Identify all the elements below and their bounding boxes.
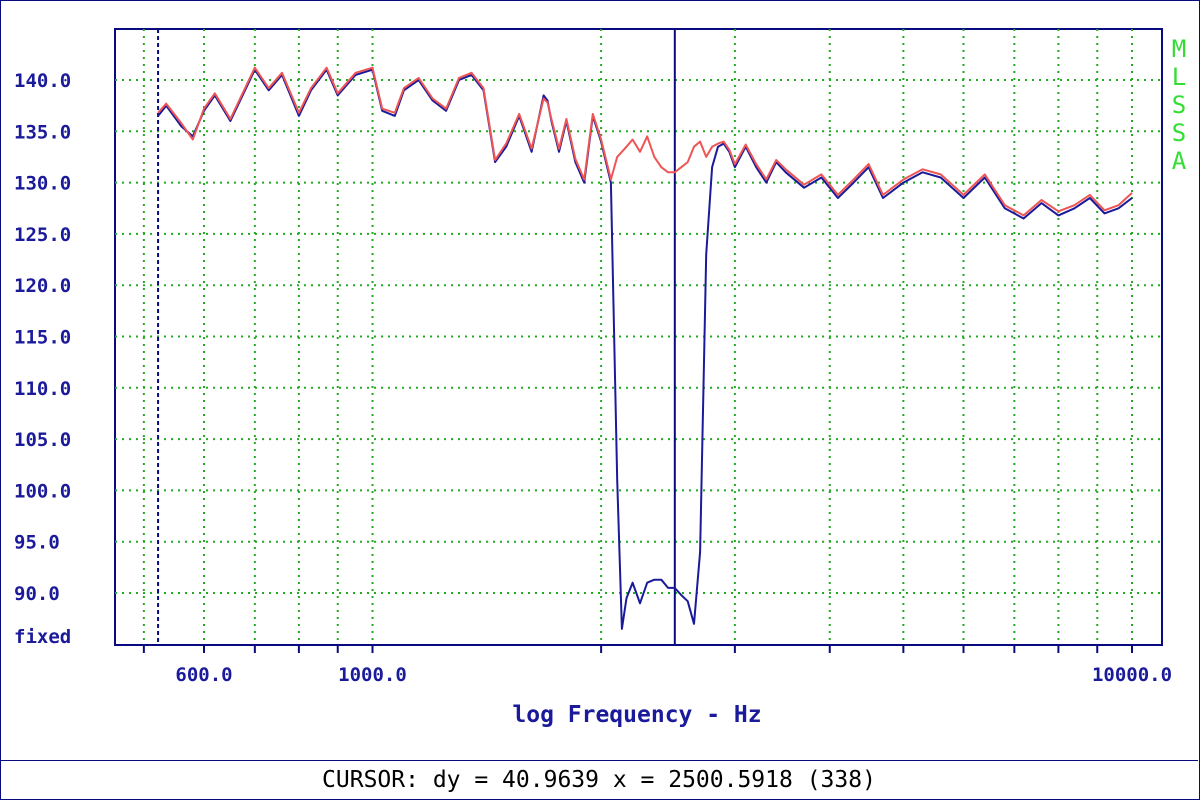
- y-axis-ticks: 140.0 135.0 130.0 125.0 120.0 115.0 110.0 105.0…: [14, 70, 71, 605]
- x-tick-label: 10000.0: [1092, 664, 1172, 686]
- y-axis-bottom-label: fixed: [14, 626, 71, 648]
- status-bar: CURSOR: dy = 40.9639 x = 2500.5918 (338): [0, 760, 1198, 799]
- frequency-response-chart: 140.0 135.0 130.0 125.0 120.0 115.0 110.0 105.0…: [14, 28, 1187, 728]
- x-tick-label: 1000.0: [338, 664, 407, 686]
- y-tick-label: 135.0: [14, 121, 71, 143]
- grid: [115, 29, 1162, 653]
- y-tick-label: 140.0: [14, 70, 71, 92]
- x-axis-label: log Frequency - Hz: [512, 702, 761, 728]
- y-tick-label: 105.0: [14, 429, 71, 451]
- series-layer: [157, 66, 1133, 630]
- series-line-blue: [157, 68, 1133, 630]
- series-line-red: [157, 66, 1133, 217]
- mode-letter: S: [1172, 119, 1186, 147]
- cursor-lines: [157, 29, 676, 645]
- y-tick-label: 90.0: [14, 583, 60, 605]
- cursor-readout: CURSOR: dy = 40.9639 x = 2500.5918 (338): [322, 767, 876, 793]
- y-tick-label: 110.0: [14, 378, 71, 400]
- plot-area: [114, 28, 1163, 646]
- mode-letter: L: [1172, 63, 1186, 91]
- y-tick-label: 100.0: [14, 480, 71, 502]
- y-tick-label: 115.0: [14, 327, 71, 349]
- mode-letter: M: [1172, 35, 1186, 63]
- y-tick-label: 120.0: [14, 275, 71, 297]
- mode-letter: S: [1172, 91, 1186, 119]
- mode-letter: A: [1172, 147, 1187, 175]
- y-tick-label: 130.0: [14, 173, 71, 195]
- y-tick-label: 95.0: [14, 532, 60, 554]
- x-axis-ticks: 600.0 1000.0 10000.0: [175, 664, 1172, 686]
- x-tick-label: 600.0: [175, 664, 232, 686]
- y-tick-label: 125.0: [14, 224, 71, 246]
